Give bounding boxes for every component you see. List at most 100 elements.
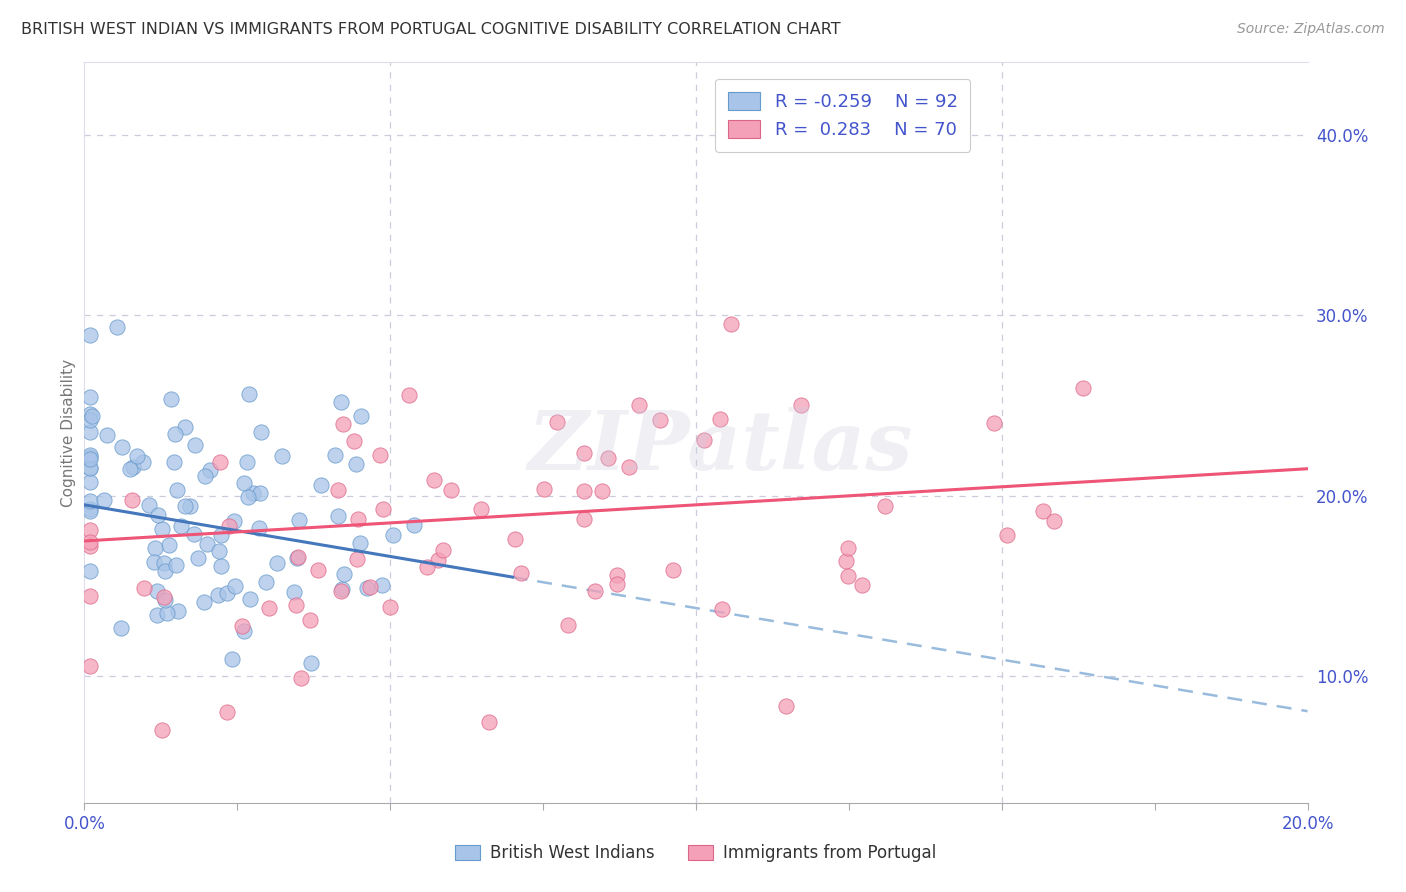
Point bbox=[478, 715, 501, 730]
Point bbox=[153, 556, 176, 570]
Point bbox=[371, 502, 394, 516]
Point bbox=[835, 554, 858, 568]
Point bbox=[330, 394, 353, 409]
Point bbox=[232, 475, 254, 490]
Point bbox=[288, 513, 311, 527]
Point bbox=[693, 433, 716, 447]
Point bbox=[328, 483, 350, 497]
Point bbox=[574, 484, 596, 499]
Point bbox=[470, 502, 492, 516]
Point bbox=[79, 475, 101, 489]
Point bbox=[79, 448, 101, 462]
Point bbox=[247, 521, 270, 535]
Point bbox=[307, 563, 329, 577]
Point bbox=[283, 584, 305, 599]
Point bbox=[236, 455, 259, 469]
Point bbox=[183, 526, 205, 541]
Point bbox=[125, 449, 148, 463]
Point bbox=[427, 553, 450, 567]
Point bbox=[105, 320, 128, 334]
Point bbox=[118, 462, 141, 476]
Point bbox=[775, 699, 797, 714]
Point bbox=[79, 461, 101, 475]
Point bbox=[242, 486, 264, 500]
Point bbox=[79, 328, 101, 343]
Point bbox=[837, 569, 859, 583]
Point bbox=[187, 551, 209, 566]
Point bbox=[239, 591, 262, 606]
Point bbox=[416, 560, 439, 574]
Point bbox=[356, 582, 378, 596]
Point bbox=[533, 482, 555, 496]
Point bbox=[249, 425, 271, 440]
Point bbox=[208, 544, 231, 558]
Point bbox=[193, 594, 215, 608]
Point bbox=[146, 607, 169, 622]
Point bbox=[152, 723, 174, 738]
Point bbox=[162, 454, 184, 468]
Point bbox=[153, 564, 176, 578]
Point bbox=[156, 606, 179, 620]
Point bbox=[298, 613, 321, 627]
Point bbox=[159, 392, 181, 407]
Point bbox=[875, 499, 897, 513]
Point bbox=[232, 624, 254, 638]
Point bbox=[557, 618, 579, 632]
Point bbox=[790, 398, 813, 412]
Point bbox=[995, 528, 1018, 542]
Point bbox=[79, 539, 101, 553]
Point bbox=[221, 652, 243, 666]
Point bbox=[346, 552, 368, 566]
Point bbox=[218, 518, 240, 533]
Point bbox=[266, 556, 288, 570]
Text: Source: ZipAtlas.com: Source: ZipAtlas.com bbox=[1237, 22, 1385, 37]
Point bbox=[503, 532, 526, 546]
Point bbox=[344, 457, 367, 471]
Point bbox=[333, 566, 356, 581]
Point bbox=[132, 455, 155, 469]
Point bbox=[142, 555, 165, 569]
Point bbox=[79, 494, 101, 508]
Point bbox=[572, 445, 595, 459]
Point bbox=[257, 601, 280, 615]
Point bbox=[165, 558, 187, 572]
Point bbox=[290, 672, 312, 686]
Point bbox=[711, 602, 734, 616]
Point bbox=[165, 427, 187, 442]
Point bbox=[661, 563, 683, 577]
Point bbox=[79, 452, 101, 467]
Point bbox=[285, 550, 308, 565]
Point bbox=[606, 577, 628, 591]
Point bbox=[343, 434, 366, 448]
Point bbox=[122, 460, 145, 475]
Point bbox=[183, 438, 205, 452]
Point bbox=[510, 566, 533, 581]
Point bbox=[380, 600, 402, 615]
Point bbox=[79, 413, 101, 427]
Point bbox=[326, 509, 349, 524]
Point bbox=[198, 463, 221, 477]
Point bbox=[432, 543, 454, 558]
Point bbox=[332, 417, 354, 431]
Point bbox=[157, 538, 180, 552]
Point bbox=[423, 473, 446, 487]
Point bbox=[179, 499, 201, 513]
Point bbox=[596, 451, 619, 466]
Point bbox=[224, 514, 246, 528]
Text: BRITISH WEST INDIAN VS IMMIGRANTS FROM PORTUGAL COGNITIVE DISABILITY CORRELATION: BRITISH WEST INDIAN VS IMMIGRANTS FROM P… bbox=[21, 22, 841, 37]
Point bbox=[79, 407, 101, 421]
Point bbox=[330, 584, 353, 599]
Point bbox=[174, 499, 197, 513]
Point bbox=[349, 535, 371, 549]
Point bbox=[382, 528, 405, 542]
Point bbox=[628, 398, 651, 412]
Point bbox=[330, 582, 353, 596]
Point bbox=[143, 541, 166, 555]
Point bbox=[709, 412, 731, 426]
Point bbox=[194, 468, 217, 483]
Point bbox=[215, 586, 238, 600]
Point bbox=[145, 584, 167, 599]
Y-axis label: Cognitive Disability: Cognitive Disability bbox=[60, 359, 76, 507]
Point bbox=[79, 504, 101, 518]
Point bbox=[79, 589, 101, 603]
